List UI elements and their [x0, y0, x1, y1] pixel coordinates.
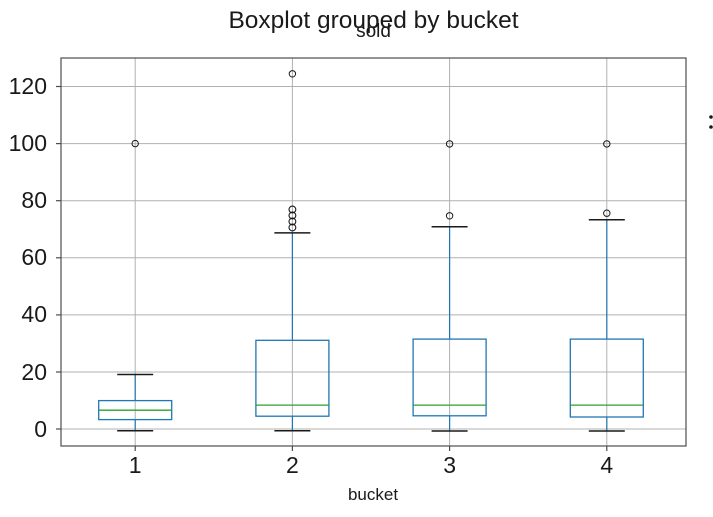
svg-text:4: 4	[600, 452, 613, 478]
svg-text:80: 80	[21, 187, 47, 213]
svg-text:60: 60	[21, 244, 47, 270]
svg-text:3: 3	[443, 452, 456, 478]
svg-text:bucket: bucket	[348, 485, 398, 504]
svg-text:2: 2	[286, 452, 299, 478]
svg-text:1: 1	[129, 452, 142, 478]
svg-text:20: 20	[21, 359, 47, 385]
svg-text:120: 120	[9, 73, 47, 99]
svg-text:100: 100	[9, 130, 47, 156]
svg-text:40: 40	[21, 301, 47, 327]
svg-text:0: 0	[34, 416, 47, 442]
